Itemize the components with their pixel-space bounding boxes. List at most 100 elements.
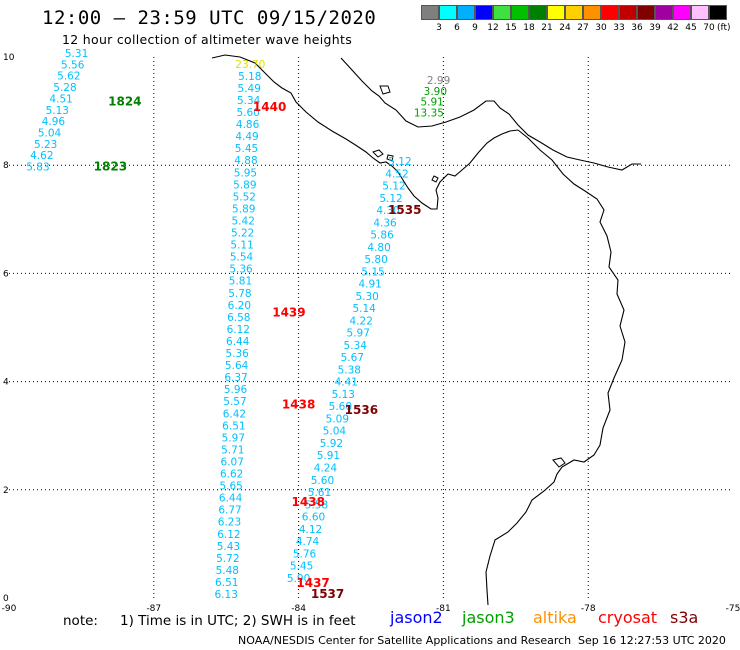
color-swatch xyxy=(493,5,511,20)
lat-tick-label: 6 xyxy=(3,269,9,279)
pass-time-label: 1438 xyxy=(282,398,315,412)
pass-time-label: 1824 xyxy=(108,95,141,109)
generated-timestamp: Sep 16 12:27:53 UTC 2020 xyxy=(578,634,726,647)
color-scale-unit: (ft) xyxy=(717,23,731,33)
wave-height-value: 5.71 xyxy=(221,444,244,456)
wave-height-value: 5.14 xyxy=(352,303,376,315)
color-swatch xyxy=(457,5,475,20)
wave-height-value: 6.20 xyxy=(228,300,251,312)
color-swatch xyxy=(583,5,601,20)
color-scale-label: 21 xyxy=(541,23,553,33)
wave-height-value: 4.80 xyxy=(367,242,390,254)
wave-height-value: 5.89 xyxy=(232,203,255,215)
wave-height-value: 5.95 xyxy=(234,167,257,179)
wave-height-value: 5.13 xyxy=(332,389,355,401)
wave-height-value: 4.41 xyxy=(335,377,358,389)
wave-height-value: 5.04 xyxy=(38,128,62,140)
wave-height-value: 5.13 xyxy=(46,105,69,117)
wave-height-value: 23.70 xyxy=(235,59,265,71)
wave-height-value: 2.99 xyxy=(427,75,450,87)
wave-height-value: 5.18 xyxy=(238,71,261,83)
wave-height-value: 5.65 xyxy=(219,481,242,493)
wave-height-value: 5.61 xyxy=(308,487,331,499)
wave-height-value: 4.52 xyxy=(385,168,408,180)
wave-height-value: 5.81 xyxy=(229,276,252,288)
wave-height-value: 4.96 xyxy=(42,116,66,128)
wave-height-value: 4.86 xyxy=(236,119,260,131)
wave-height-value: 3.90 xyxy=(424,86,447,98)
wave-height-value: 6.12 xyxy=(227,324,250,336)
color-swatch xyxy=(511,5,529,20)
wave-height-value: 6.07 xyxy=(221,456,244,468)
wave-height-value: 5.91 xyxy=(420,97,443,109)
color-swatch xyxy=(565,5,583,20)
coastline-islands xyxy=(372,85,566,468)
pass-time-label: 1536 xyxy=(345,403,378,417)
wave-height-value: 5.64 xyxy=(225,360,249,372)
coastline-central-america xyxy=(211,54,519,210)
color-swatch xyxy=(439,5,457,20)
coastline-caribbean xyxy=(340,57,641,171)
satellite-altika: altika xyxy=(533,608,577,627)
pass-time-label: 1440 xyxy=(253,100,286,114)
color-scale-label: 39 xyxy=(649,23,661,33)
wave-height-value: 5.48 xyxy=(216,565,239,577)
wave-height-value: 5.60 xyxy=(236,107,259,119)
wave-height-value: 5.54 xyxy=(230,252,254,264)
color-scale-label: 12 xyxy=(487,23,499,33)
wave-height-value: 6.58 xyxy=(227,312,250,324)
map-grid xyxy=(9,57,733,598)
wave-height-value: 5.60 xyxy=(311,475,334,487)
lon-tick-label: -81 xyxy=(436,604,451,614)
wave-height-value: 5.34 xyxy=(237,95,261,107)
color-scale-label: 27 xyxy=(577,23,589,33)
satellite-jason3: jason3 xyxy=(462,608,515,627)
wave-height-value: 5.86 xyxy=(370,230,394,242)
color-swatch xyxy=(709,5,727,20)
color-swatch xyxy=(475,5,493,20)
page-subtitle: 12 hour collection of altimeter wave hei… xyxy=(62,32,353,47)
wave-height-value: 5.78 xyxy=(228,288,251,300)
wave-height-value: 5.45 xyxy=(290,561,313,573)
lat-tick-label: 10 xyxy=(3,53,15,63)
credit-line: NOAA/NESDIS Center for Satellite Applica… xyxy=(238,634,572,647)
note-label: note: xyxy=(63,613,98,629)
wave-height-value: 6.23 xyxy=(218,517,241,529)
color-scale-label: 9 xyxy=(472,23,478,33)
color-scale-label: 30 xyxy=(595,23,607,33)
wave-height-value: 4.62 xyxy=(30,150,53,162)
lon-tick-label: -75 xyxy=(726,604,740,614)
color-scale-label: 42 xyxy=(667,23,679,33)
wave-height-value: 4.22 xyxy=(350,315,373,327)
color-swatch xyxy=(529,5,547,20)
color-scale-label: 15 xyxy=(505,23,517,33)
wave-height-value: 4.74 xyxy=(296,536,320,548)
wave-height-value: 5.56 xyxy=(61,59,85,71)
wave-height-value: 4.24 xyxy=(314,463,338,475)
lat-tick-label: 0 xyxy=(3,594,9,604)
wave-height-value: 5.43 xyxy=(217,541,240,553)
lon-tick-label: -78 xyxy=(581,604,596,614)
wave-height-value: 5.30 xyxy=(355,291,378,303)
wave-height-value: 5.23 xyxy=(34,139,57,151)
wave-height-value: 5.12 xyxy=(379,193,402,205)
wave-height-value: 5.92 xyxy=(320,438,343,450)
color-scale-label: 33 xyxy=(613,23,625,33)
wave-height-value: 6.12 xyxy=(217,529,240,541)
wave-height-value: 5.72 xyxy=(216,553,239,565)
color-swatch xyxy=(673,5,691,20)
wave-height-value: 4.49 xyxy=(235,131,258,143)
wave-height-value: 6.42 xyxy=(223,408,246,420)
wave-height-value: 6.51 xyxy=(222,420,245,432)
wave-height-value: 5.36 xyxy=(225,348,249,360)
pass-time-label: 1439 xyxy=(272,306,305,320)
wave-height-value: 5.91 xyxy=(317,450,340,462)
color-scale-label: 36 xyxy=(631,23,643,33)
note-text: 1) Time is in UTC; 2) SWH is in feet xyxy=(120,613,356,629)
wave-height-value: 5.22 xyxy=(231,228,254,240)
wave-height-value: 5.60 xyxy=(329,401,352,413)
lon-tick-label: -84 xyxy=(291,604,306,614)
wave-height-value: 5.90 xyxy=(287,573,310,585)
wave-height-value: 6.62 xyxy=(220,469,243,481)
